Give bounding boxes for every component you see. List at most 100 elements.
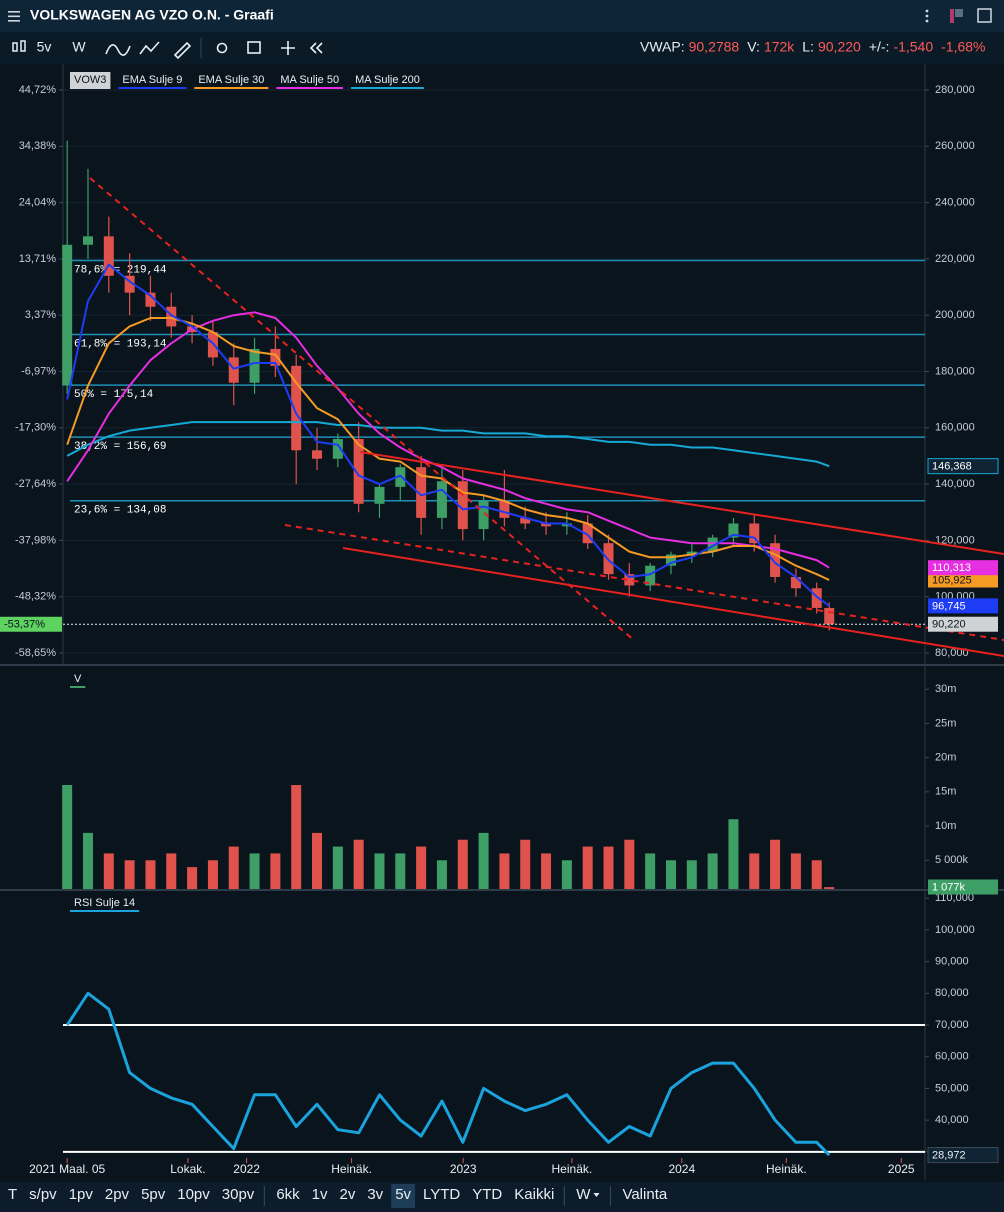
legend-chip [118, 72, 187, 88]
legend-entry[interactable]: MA Sulje 50 [280, 74, 339, 86]
candle-body [270, 348, 281, 366]
volume-bar [166, 853, 177, 889]
range-button[interactable]: s/pv [29, 1186, 57, 1203]
range-button[interactable]: 2v [340, 1186, 356, 1203]
range-button[interactable]: 10pv [177, 1186, 210, 1203]
legend-chip [70, 72, 111, 88]
more-icon[interactable] [925, 9, 929, 23]
maximize-icon[interactable] [977, 8, 992, 23]
legend-entry[interactable]: EMA Sulje 9 [122, 74, 182, 86]
volume-bar [207, 860, 218, 889]
end-label-box [928, 572, 998, 588]
x-tick-label: Lokak. [170, 1162, 205, 1176]
range-button[interactable]: T [8, 1186, 17, 1203]
x-tick-label: 2022 [233, 1162, 260, 1176]
fib-label: 78,6% = 219,44 [74, 264, 167, 276]
toolbar-button[interactable]: W [72, 39, 86, 55]
candle-body [103, 236, 114, 276]
candle-icon[interactable] [12, 40, 26, 52]
candle-body [124, 275, 135, 293]
stat-value: -1,68% [941, 39, 985, 55]
legend-entry[interactable]: RSI Sulje 14 [74, 897, 135, 909]
link-icon[interactable] [950, 9, 963, 23]
volume-bar [520, 839, 531, 889]
range-button[interactable]: 5v [395, 1186, 411, 1203]
range-button[interactable]: Kaikki [514, 1186, 554, 1203]
legend-chip [70, 671, 86, 687]
stat-label: L: [802, 39, 814, 55]
candle-body [353, 439, 364, 504]
legend-entry[interactable]: V [74, 673, 82, 685]
candle-body [665, 554, 676, 566]
volume-bar [187, 867, 198, 889]
toolbar-button[interactable]: 5v [37, 39, 52, 55]
draw-icons[interactable] [105, 41, 323, 60]
candle-body [249, 348, 260, 383]
y-tick-label: 280,000 [935, 84, 975, 96]
fib-label: 61,8% = 193,14 [74, 338, 167, 350]
volume-bar [312, 832, 323, 889]
legend-entry[interactable]: VOW3 [74, 74, 106, 86]
legend-chip [194, 72, 269, 88]
end-label-box [0, 616, 62, 632]
y-tick-label: 100,000 [935, 924, 975, 936]
range-button[interactable]: 30pv [222, 1186, 255, 1203]
legend-entry[interactable]: EMA Sulje 30 [198, 74, 264, 86]
candle-body [145, 292, 156, 307]
legend-entry[interactable]: MA Sulje 200 [355, 74, 420, 86]
range-button[interactable]: 3v [367, 1186, 383, 1203]
rsi-pane: 30,00040,00050,00060,00070,00080,00090,0… [29, 892, 975, 1176]
end-label-box [927, 1147, 999, 1164]
rsi-line [65, 991, 831, 1157]
range-button[interactable]: 1v [312, 1186, 328, 1203]
legend-underline [70, 686, 86, 688]
volume-bar [499, 853, 510, 889]
candle-body [312, 450, 323, 459]
stat-value: 90,220 [818, 39, 861, 55]
range-button[interactable]: 2pv [105, 1186, 130, 1203]
menu-icon[interactable] [8, 11, 20, 22]
fib-label: 38,2% = 156,69 [74, 441, 166, 453]
y-tick-label: 20m [935, 752, 956, 764]
range-button[interactable]: W [576, 1186, 591, 1203]
candle-body [770, 543, 781, 577]
y-tick-label: 50,000 [935, 1082, 969, 1094]
range-button[interactable]: 6kk [276, 1186, 300, 1203]
bottom-toolbar [0, 1182, 1004, 1212]
stat-label: VWAP: [640, 39, 685, 55]
indicator-line [66, 263, 830, 607]
y-tick-label: 220,000 [935, 253, 975, 265]
legend-underline [276, 87, 344, 89]
candle-body [291, 365, 302, 451]
chart-panes: 80,000 100,000 120,000 140,000 160,000 180,00… [0, 64, 1004, 1180]
volume-bar [707, 853, 718, 889]
candle-body [332, 439, 343, 459]
range-button[interactable]: Valinta [622, 1186, 667, 1203]
volume-bar [270, 853, 281, 889]
y-tick-label: 80,000 [935, 987, 969, 999]
volume-bar [541, 853, 552, 889]
legend-chip [70, 895, 140, 911]
y2-tick-label: 3,37% [25, 309, 56, 321]
toolbar-items: 5v W [37, 39, 87, 55]
y-tick-label: 40,000 [935, 1114, 969, 1126]
volume-bar [374, 853, 385, 889]
y2-tick-label: -58,65% [15, 647, 56, 659]
candle-body [645, 565, 656, 586]
indicator-line [66, 421, 830, 468]
range-button[interactable]: 5pv [141, 1186, 166, 1203]
end-label: 110,313 [932, 562, 971, 574]
legend-underline [351, 87, 424, 89]
candle-body [62, 244, 73, 386]
legend-underline [70, 910, 140, 912]
range-button[interactable]: YTD [472, 1186, 502, 1203]
range-button[interactable]: 1pv [69, 1186, 94, 1203]
trend-line [284, 524, 1004, 641]
range-button[interactable]: LYTD [423, 1186, 460, 1203]
candle-body [520, 517, 531, 524]
fib-label: 50% = 175,14 [74, 389, 154, 401]
legend-chip [351, 72, 424, 88]
y2-tick-label: 44,72% [19, 84, 57, 96]
